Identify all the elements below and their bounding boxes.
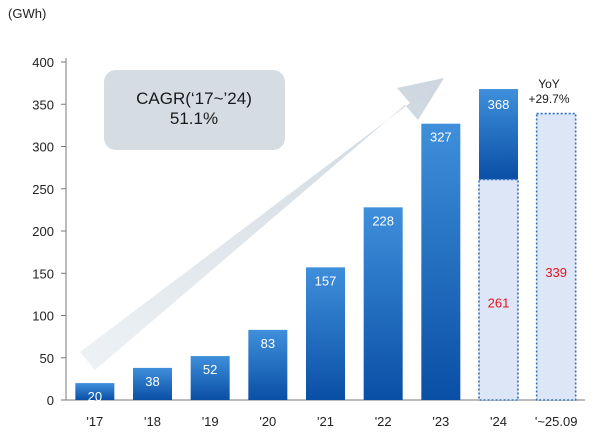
bar-data-label: 327 (430, 130, 452, 145)
y-tick-label: 300 (32, 140, 54, 155)
x-tick-label: '21 (317, 414, 334, 429)
bar (190, 356, 230, 400)
bar-data-label: 20 (88, 389, 102, 404)
x-axis: '17 '18 '19 '20 '21 '22 '23 '24 '~25.09 (66, 399, 585, 429)
bar-data-label: 83 (261, 336, 275, 351)
bar (133, 367, 172, 400)
cagr-label: CAGR(‘17~’24) (136, 89, 252, 108)
bars: 20 38 52 83 157 228 327 368 261 339 (75, 89, 577, 404)
cagr-annotation: CAGR(‘17~’24) 51.1% (104, 70, 285, 150)
growth-arrow (80, 78, 444, 370)
bar-data-label: 368 (488, 97, 510, 112)
x-tick-label: '17 (86, 414, 103, 429)
bar-highlight-label: 261 (488, 295, 510, 310)
y-axis: 0 50 100 150 200 250 300 350 400 (32, 55, 67, 408)
yoy-annotation: YoY +29.7% (528, 77, 569, 106)
x-tick-label: '18 (144, 414, 161, 429)
bar (421, 123, 461, 400)
bar-data-label: 157 (315, 273, 337, 288)
yoy-value: +29.7% (528, 92, 569, 106)
y-tick-label: 100 (32, 309, 54, 324)
x-tick-label: '20 (259, 414, 276, 429)
cagr-value: 51.1% (170, 109, 218, 128)
bar-outline (535, 112, 577, 401)
y-tick-label: 150 (32, 266, 54, 281)
y-unit-label: (GWh) (8, 6, 46, 21)
y-tick-label: 350 (32, 97, 54, 112)
bar-data-label: 52 (203, 362, 217, 377)
y-tick-label: 0 (47, 393, 54, 408)
y-tick-label: 250 (32, 182, 54, 197)
bar-data-label: 38 (145, 374, 159, 389)
x-tick-label: '22 (375, 414, 392, 429)
x-tick-label: '23 (432, 414, 449, 429)
y-tick-label: 50 (40, 351, 54, 366)
growth-arrow-shape (80, 78, 444, 370)
cagr-box (104, 70, 285, 150)
yoy-label: YoY (538, 77, 560, 91)
bar (248, 329, 288, 400)
bar (75, 383, 115, 400)
x-tick-label: '24 (490, 414, 507, 429)
y-tick-label: 400 (32, 55, 54, 70)
x-tick-label: '19 (202, 414, 219, 429)
x-tick-label: '~25.09 (535, 414, 578, 429)
bar-data-label: 339 (545, 265, 567, 280)
bar-top-segment (479, 89, 518, 180)
bar-data-label: 228 (372, 213, 394, 228)
bar-highlight-segment (478, 178, 519, 401)
y-tick-label: 200 (32, 224, 54, 239)
bar (363, 207, 403, 400)
bar (306, 267, 345, 400)
